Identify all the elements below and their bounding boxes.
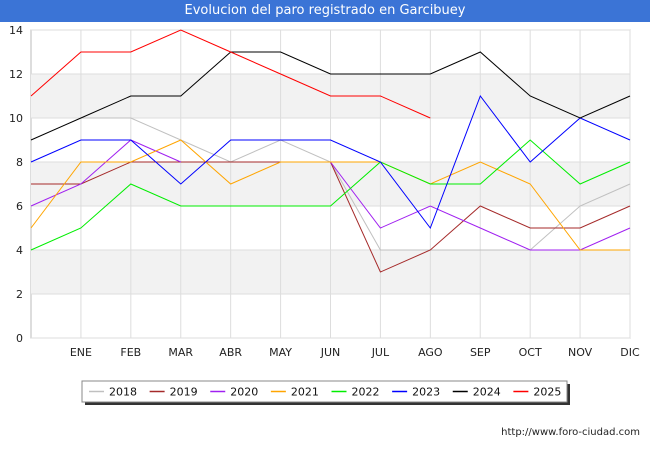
x-tick-label: SEP — [470, 346, 491, 359]
x-tick-label: ABR — [219, 346, 242, 359]
series-line-2024 — [30, 51, 631, 141]
series-line-2023 — [30, 94, 631, 230]
series-line-2025 — [30, 29, 431, 119]
legend-label-2022: 2022 — [352, 386, 380, 399]
chart-title: Evolucion del paro registrado en Garcibu… — [0, 0, 650, 22]
legend-label-2024: 2024 — [473, 386, 501, 399]
source-credit[interactable]: http://www.foro-ciudad.com — [501, 427, 640, 438]
legend-label-2018: 2018 — [109, 386, 137, 399]
x-tick-label: JUN — [320, 346, 341, 359]
y-tick-label: 14 — [9, 24, 23, 37]
x-tick-label: MAR — [168, 346, 193, 359]
legend-label-2020: 2020 — [230, 386, 258, 399]
y-tick-label: 6 — [16, 200, 23, 213]
x-tick-label: JUL — [371, 346, 390, 359]
x-tick-label: DIC — [620, 346, 640, 359]
y-tick-label: 12 — [9, 68, 23, 81]
legend-label-2025: 2025 — [533, 386, 561, 399]
y-tick-label: 2 — [16, 288, 23, 301]
series-line-2018 — [80, 117, 631, 251]
y-tick-label: 10 — [9, 112, 23, 125]
x-tick-label: NOV — [568, 346, 593, 359]
legend-label-2023: 2023 — [412, 386, 440, 399]
x-tick-label: OCT — [519, 346, 542, 359]
y-tick-label: 8 — [16, 156, 23, 169]
series-line-2022 — [30, 139, 631, 251]
x-tick-label: FEB — [120, 346, 141, 359]
x-tick-label: ENE — [70, 346, 92, 359]
legend-label-2019: 2019 — [170, 386, 198, 399]
y-tick-label: 4 — [16, 244, 23, 257]
x-tick-label: AGO — [418, 346, 443, 359]
legend-label-2021: 2021 — [291, 386, 319, 399]
series-line-2021 — [30, 139, 630, 251]
y-tick-label: 0 — [16, 332, 23, 345]
legend-box — [81, 380, 568, 403]
x-tick-label: MAY — [269, 346, 292, 359]
